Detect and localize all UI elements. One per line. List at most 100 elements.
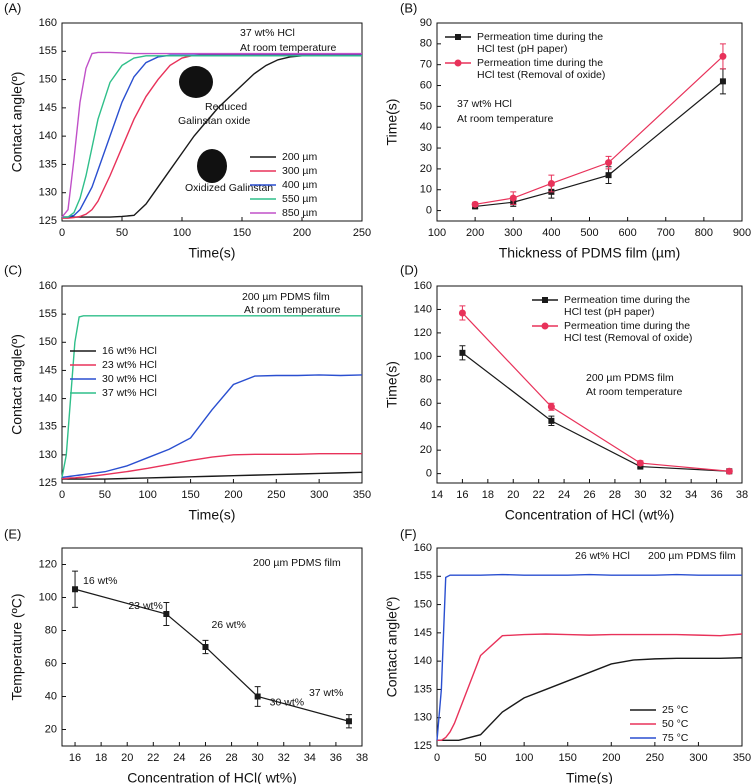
- x-axis-label: Time(s): [189, 245, 236, 261]
- series-line: [437, 657, 743, 742]
- x-tick-label: 22: [147, 752, 159, 764]
- y-tick-label: 130: [414, 712, 432, 724]
- x-tick-label: 0: [59, 227, 65, 239]
- annotation: Oxidized Galinstan: [185, 182, 273, 194]
- y-tick-label: 40: [45, 690, 57, 702]
- y-tick-label: 20: [45, 723, 57, 735]
- x-tick-label: 100: [173, 227, 191, 239]
- legend-label: 23 wt% HCl: [102, 359, 157, 371]
- x-tick-label: 30: [634, 489, 646, 501]
- marker: [725, 467, 733, 475]
- series-line: [61, 315, 362, 478]
- panel-label: (D): [400, 262, 418, 277]
- x-tick-label: 50: [99, 489, 111, 501]
- marker: [719, 52, 727, 60]
- legend-label: 550 µm: [282, 193, 317, 205]
- x-tick-label: 36: [330, 752, 342, 764]
- y-tick-label: 140: [39, 130, 57, 142]
- legend-label: 850 µm: [282, 207, 317, 219]
- x-tick-label: 16: [69, 752, 81, 764]
- legend-label: 75 °C: [662, 732, 689, 744]
- x-tick-label: 200: [224, 489, 242, 501]
- annotation: 37 wt% HCl: [240, 27, 295, 39]
- y-tick-label: 100: [39, 591, 57, 603]
- series-line: [74, 588, 350, 722]
- y-tick-label: 155: [39, 45, 57, 57]
- x-tick-label: 100: [515, 752, 533, 764]
- x-tick-label: 150: [181, 489, 199, 501]
- series-line: [437, 633, 743, 742]
- annotation: 200 µm PDMS film: [648, 550, 736, 562]
- x-tick-label: 22: [533, 489, 545, 501]
- oxidized-droplet: [197, 149, 227, 183]
- marker: [637, 463, 644, 470]
- panel-label: (F): [400, 526, 417, 541]
- y-tick-label: 50: [420, 100, 432, 112]
- x-tick-label: 100: [428, 227, 446, 239]
- x-axis-label: Time(s): [566, 770, 613, 784]
- x-tick-label: 250: [646, 752, 664, 764]
- legend-marker: [454, 59, 462, 67]
- x-tick-label: 800: [695, 227, 713, 239]
- x-tick-label: 250: [353, 227, 371, 239]
- y-tick-label: 130: [39, 187, 57, 199]
- legend-label: Permeation time during the HCl test (pH p…: [477, 31, 603, 55]
- x-tick-label: 26: [199, 752, 211, 764]
- y-tick-label: 140: [414, 303, 432, 315]
- y-tick-label: 145: [39, 364, 57, 376]
- marker: [636, 459, 644, 467]
- x-tick-label: 32: [660, 489, 672, 501]
- x-tick-label: 24: [558, 489, 570, 501]
- marker: [605, 159, 613, 167]
- annotation: At room temperature: [244, 304, 340, 316]
- series-line: [61, 374, 363, 479]
- series-line: [61, 51, 362, 218]
- legend-label: 200 µm: [282, 151, 317, 163]
- annotation: At room temperature: [586, 386, 682, 398]
- y-tick-label: 160: [39, 17, 57, 29]
- y-tick-label: 120: [414, 327, 432, 339]
- reduced-droplet: [179, 66, 213, 98]
- y-tick-label: 155: [414, 570, 432, 582]
- y-axis-label: Contact angle(º): [9, 334, 25, 435]
- marker: [163, 611, 170, 617]
- annotation: 200 µm PDMS film: [586, 372, 674, 384]
- legend-marker: [541, 322, 549, 330]
- y-tick-label: 160: [39, 280, 57, 292]
- marker: [547, 403, 555, 411]
- annotation: At room temperature: [240, 42, 336, 54]
- annotation: 26 wt% HCl: [575, 550, 630, 562]
- x-tick-label: 20: [507, 489, 519, 501]
- y-tick-label: 20: [420, 444, 432, 456]
- x-tick-label: 600: [618, 227, 636, 239]
- x-tick-label: 400: [542, 227, 560, 239]
- x-axis-label: Concentration of HCl (wt%): [505, 507, 675, 523]
- panel-label: (C): [4, 262, 22, 277]
- x-tick-label: 30: [252, 752, 264, 764]
- x-axis-label: Concentration of HCl( wt%): [127, 770, 297, 784]
- legend-label: Permeation time during the HCl test (Remo…: [564, 320, 692, 344]
- point-label: 26 wt%: [211, 619, 245, 631]
- y-axis-label: Time(s): [384, 99, 400, 146]
- annotation: 200 µm PDMS film: [253, 557, 341, 569]
- x-tick-label: 34: [304, 752, 316, 764]
- x-tick-label: 50: [474, 752, 486, 764]
- y-tick-label: 40: [420, 121, 432, 133]
- x-tick-label: 350: [733, 752, 751, 764]
- panel-label: (B): [400, 0, 417, 15]
- y-tick-label: 130: [39, 449, 57, 461]
- marker: [605, 172, 612, 179]
- marker: [548, 417, 555, 424]
- annotation: Reduced: [205, 101, 247, 113]
- y-tick-label: 90: [420, 17, 432, 29]
- y-tick-label: 150: [39, 73, 57, 85]
- annotation: 200 µm PDMS film: [242, 291, 330, 303]
- point-label: 30 wt%: [270, 696, 304, 708]
- marker: [72, 586, 79, 593]
- x-tick-label: 38: [736, 489, 748, 501]
- series-line: [462, 352, 730, 472]
- y-tick-label: 125: [39, 215, 57, 227]
- marker: [202, 644, 209, 650]
- y-tick-label: 135: [414, 683, 432, 695]
